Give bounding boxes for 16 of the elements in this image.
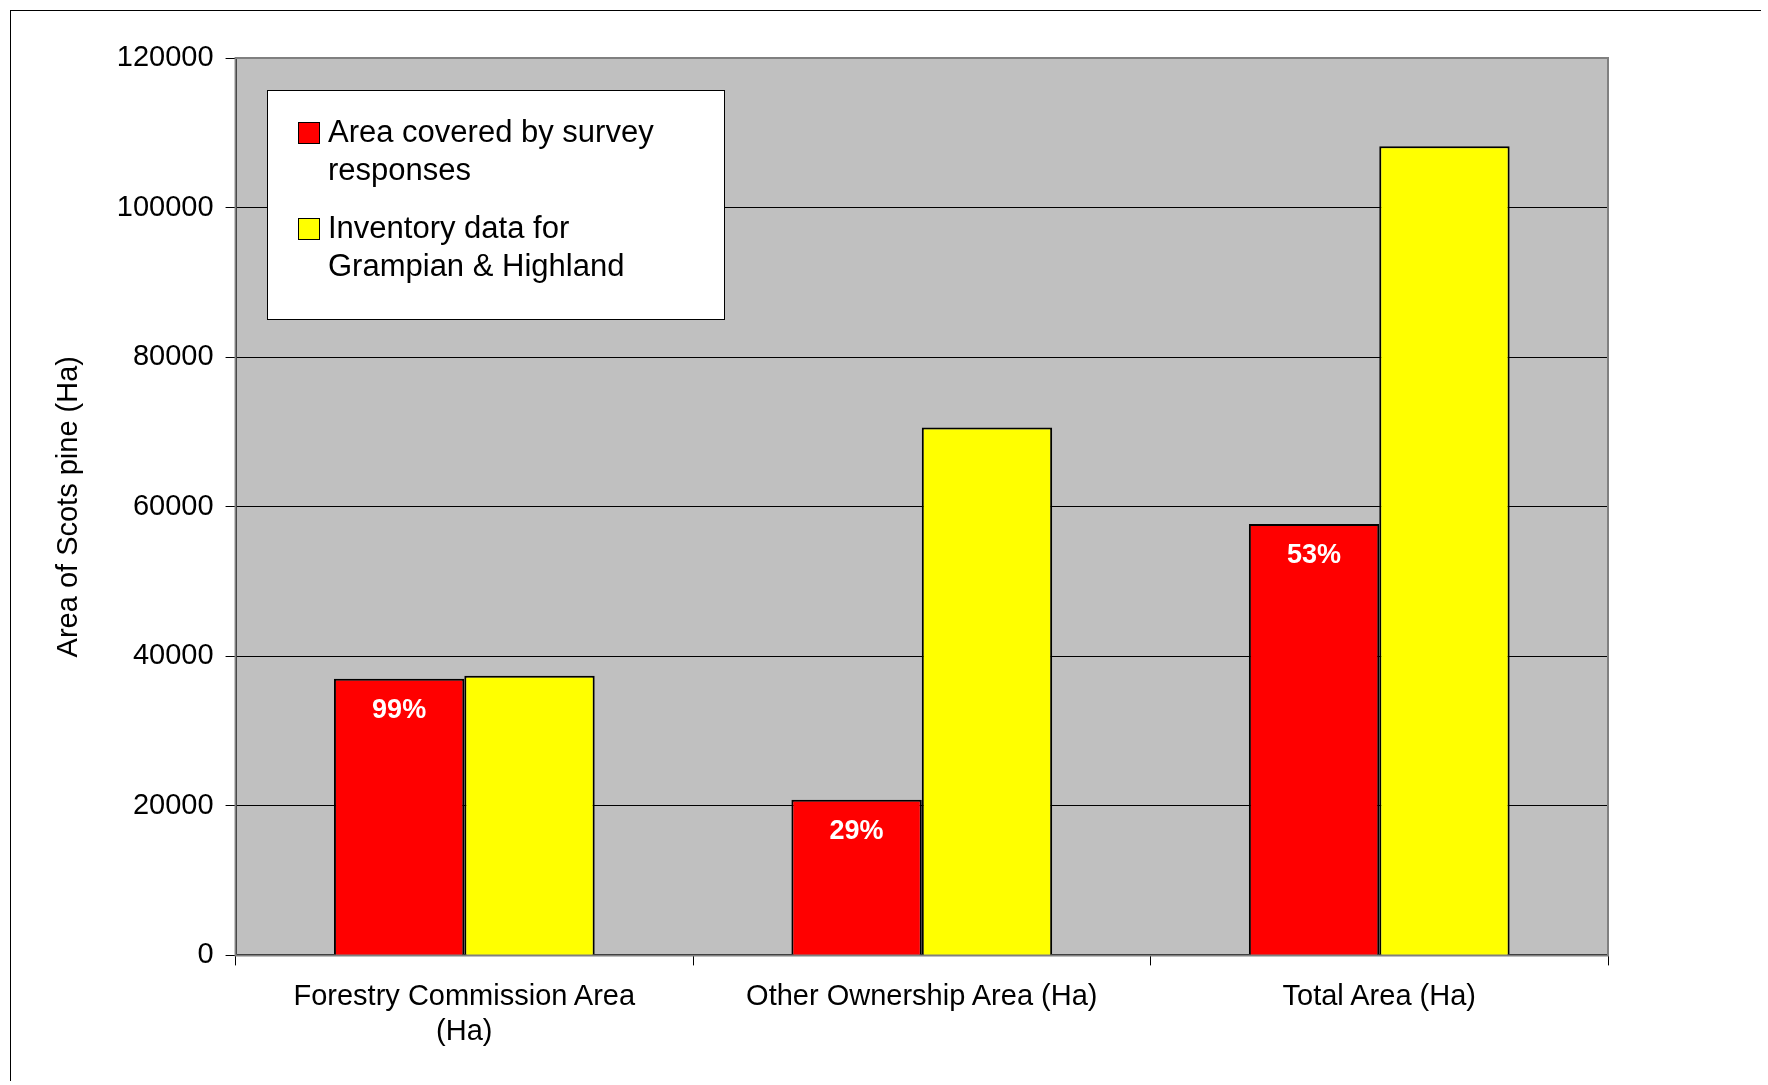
y-tick-label: 20000: [132, 787, 214, 820]
legend-label: Inventory data for Grampian & Highland: [328, 209, 626, 285]
y-tick-label: 120000: [116, 40, 214, 72]
y-tick-label: 80000: [132, 339, 214, 372]
y-tick-label: 40000: [132, 638, 214, 671]
y-tick-label: 60000: [132, 488, 214, 521]
y-tick-label: 100000: [116, 189, 214, 222]
annotation: 99%: [372, 694, 427, 725]
annotation: 53%: [1287, 539, 1342, 570]
x-tick-label: Total Area (Ha): [1282, 978, 1476, 1011]
x-tick-label: Other Ownership Area (Ha): [746, 978, 1098, 1011]
x-tick-label: Forestry Commission Area (Ha): [293, 978, 636, 1046]
annotation: 29%: [829, 815, 884, 846]
y-axis-title: Area of Scots pine (Ha): [51, 355, 84, 658]
legend-label: Area covered by survey responses: [328, 113, 655, 189]
y-tick-label: 0: [197, 937, 214, 970]
